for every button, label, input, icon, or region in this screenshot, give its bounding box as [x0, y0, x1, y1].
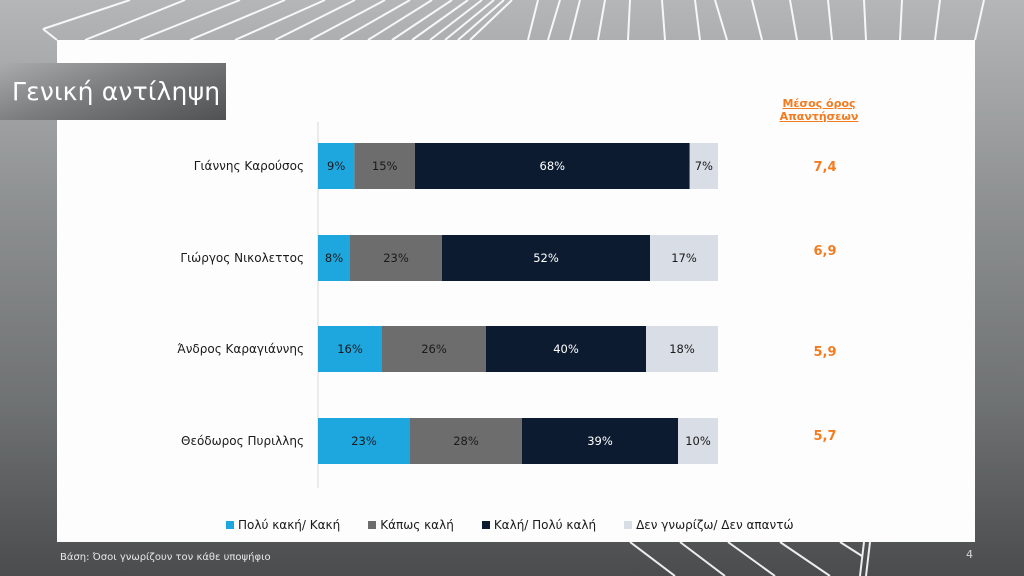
category-labels: Γιάννης Καρούσος Γιώργος Νικολεττος Άνδρος… [177, 159, 304, 448]
category-label: Άνδρος Καραγιάννης [177, 342, 304, 356]
legend-label: Κάπως καλή [380, 518, 454, 532]
bars-group: 9% 15% 68% 7% 8% 23% 52% 17% 16% 26% 40% 18% 23% 28% 3… [318, 143, 718, 464]
legend-label: Πολύ κακή/ Κακή [238, 518, 341, 532]
bar-segment [442, 235, 650, 281]
data-label: 26% [421, 342, 447, 356]
data-label: 23% [351, 434, 377, 448]
bar-segment [486, 326, 646, 372]
bar-segment [646, 326, 718, 372]
legend-item: Κάπως καλή [368, 518, 454, 532]
legend-label: Καλή/ Πολύ καλή [493, 518, 597, 532]
data-label: 39% [587, 434, 613, 448]
legend-swatch [368, 521, 377, 529]
data-label: 7% [695, 159, 713, 173]
average-value: 5,9 [813, 345, 837, 360]
data-label: 28% [453, 434, 479, 448]
slide-title: Γενική αντίληψη [0, 63, 226, 120]
bar-segment [382, 326, 486, 372]
bar-segment [354, 143, 415, 189]
data-label: 16% [337, 342, 363, 356]
average-value: 7,4 [813, 160, 837, 175]
data-label: 68% [540, 159, 566, 173]
data-label: 52% [533, 251, 559, 265]
data-label: 15% [372, 159, 398, 173]
legend-swatch [226, 521, 234, 529]
legend-item: Δεν γνωρίζω/ Δεν απαντώ [624, 518, 794, 532]
bar-segment [318, 326, 382, 372]
legend-swatch [481, 521, 490, 529]
data-label: 17% [671, 251, 697, 265]
data-label: 18% [669, 342, 695, 356]
average-value: 6,9 [813, 244, 837, 259]
category-label: Γιώργος Νικολεττος [180, 251, 304, 265]
average-header: Μέσος όρος Απαντήσεων [779, 97, 859, 123]
legend-label: Δεν γνωρίζω/ Δεν απαντώ [636, 518, 794, 532]
bar-segment [350, 235, 442, 281]
data-label: 40% [553, 342, 579, 356]
legend-item: Καλή/ Πολύ καλή [481, 518, 597, 532]
legend-swatch [624, 521, 633, 529]
legend-item: Πολύ κακή/ Κακή [226, 518, 340, 532]
footnote: Βάση: Όσοι γνωρίζουν τον κάθε υποψήφιο [60, 552, 271, 563]
category-label: Γιάννης Καρούσος [194, 159, 304, 173]
data-label: 10% [685, 434, 711, 448]
bar-segment [410, 418, 522, 464]
bar-segment [522, 418, 678, 464]
bar-segment [318, 418, 410, 464]
bar-segment [678, 418, 718, 464]
average-value: 5,7 [813, 429, 837, 444]
data-label: 23% [383, 251, 409, 265]
data-label: 9% [327, 159, 345, 173]
bar-segment [318, 143, 355, 189]
page-number: 4 [966, 548, 973, 561]
bar-segment [318, 235, 350, 281]
data-label: 8% [325, 251, 343, 265]
category-label: Θεόδωρος Πυριλλης [181, 434, 304, 448]
bar-segment [650, 235, 718, 281]
bar-segment [689, 143, 718, 189]
bar-segment [414, 143, 690, 189]
legend: Πολύ κακή/ Κακή Κάπως καλή Καλή/ Πολύ κα… [226, 516, 822, 534]
